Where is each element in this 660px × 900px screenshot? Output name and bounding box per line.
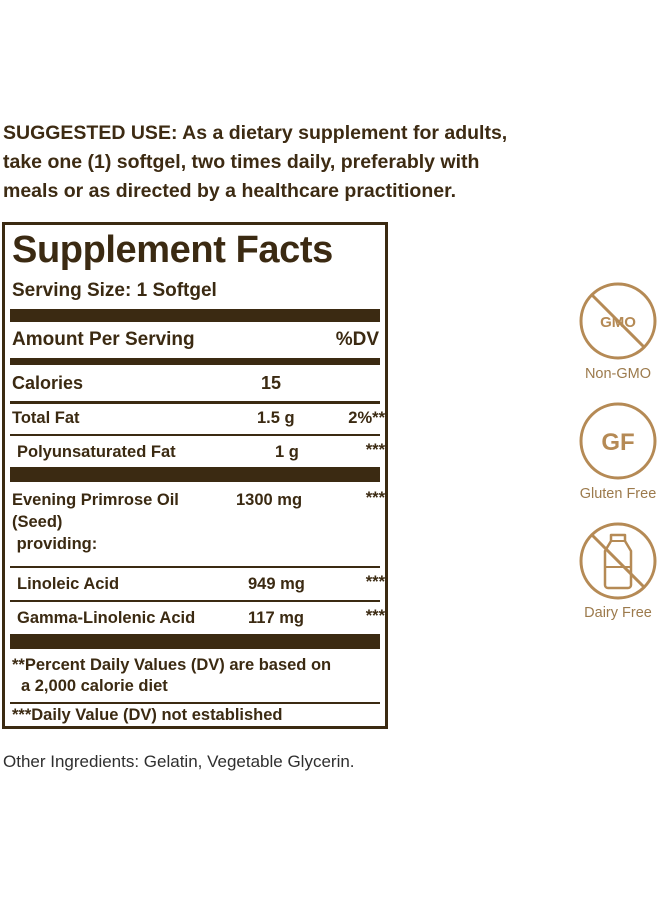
row-total-fat-name: Total Fat [12,409,80,427]
suggested-use-line-3: meals or as directed by a healthcare pra… [3,180,457,202]
row-calories-name: Calories [12,373,84,393]
divider [10,401,380,404]
row-evening-primrose-oil-line-3: providing: [12,535,98,553]
footnote-dv-not-established: ***Daily Value (DV) not established [12,706,283,724]
row-evening-primrose-oil-line-2: (Seed) [12,513,63,531]
thick-divider [10,467,380,482]
suggested-use: SUGGESTED USE: As a dietary supplement f… [3,119,563,206]
divider [10,600,380,602]
serving-size: Serving Size: 1 Softgel [12,280,217,301]
row-polyunsaturated-fat-name: Polyunsaturated Fat [17,443,176,461]
row-gamma-linolenic-acid-dv: *** [365,607,385,625]
thick-divider [10,634,380,649]
row-gamma-linolenic-acid-name: Gamma-Linolenic Acid [17,609,196,627]
footnote-percent-dv-line-2: a 2,000 calorie diet [21,677,168,695]
medium-divider [10,358,380,365]
footnote-percent-dv-line-1: **Percent Daily Values (DV) are based on [12,656,332,674]
gf-icon-text: GF [601,429,634,456]
suggested-use-line-2: take one (1) softgel, two times daily, p… [3,151,480,173]
divider [10,702,380,704]
badge-non-gmo-label: Non-GMO [584,366,652,382]
suggested-use-line-1: SUGGESTED USE: As a dietary supplement f… [3,122,508,144]
badge-dairy-free-label: Dairy Free [584,605,652,621]
row-total-fat-amount: 1.5 g [257,409,295,427]
thick-divider [10,309,380,322]
gmo-crossed-icon: GMO [579,282,657,360]
row-polyunsaturated-fat-dv: *** [365,441,385,459]
gmo-icon-text: GMO [600,314,636,331]
row-evening-primrose-oil-amount: 1300 mg [236,491,303,509]
row-evening-primrose-oil-line-1: Evening Primrose Oil [12,491,179,509]
dv-header: %DV [335,329,379,350]
row-total-fat-dv: 2%** [348,409,385,427]
divider [10,566,380,568]
row-linoleic-acid-name: Linoleic Acid [17,575,120,593]
row-linoleic-acid-dv: *** [365,573,385,591]
amount-per-serving-header: Amount Per Serving [12,329,195,350]
divider [10,434,380,436]
row-calories-amount: 15 [261,373,282,393]
row-gamma-linolenic-acid-amount: 117 mg [248,609,304,627]
supplement-facts-panel: Supplement Facts Serving Size: 1 Softgel… [2,222,388,729]
row-linoleic-acid-amount: 949 mg [248,575,305,593]
milk-bottle-crossed-icon [579,522,657,600]
row-evening-primrose-oil-dv: *** [365,489,385,507]
badge-gluten-free-label: Gluten Free [579,486,657,502]
row-polyunsaturated-fat-amount: 1 g [275,443,299,461]
gf-icon: GF [579,402,657,480]
facts-title: Supplement Facts [12,229,333,271]
other-ingredients: Other Ingredients: Gelatin, Vegetable Gl… [3,752,355,771]
